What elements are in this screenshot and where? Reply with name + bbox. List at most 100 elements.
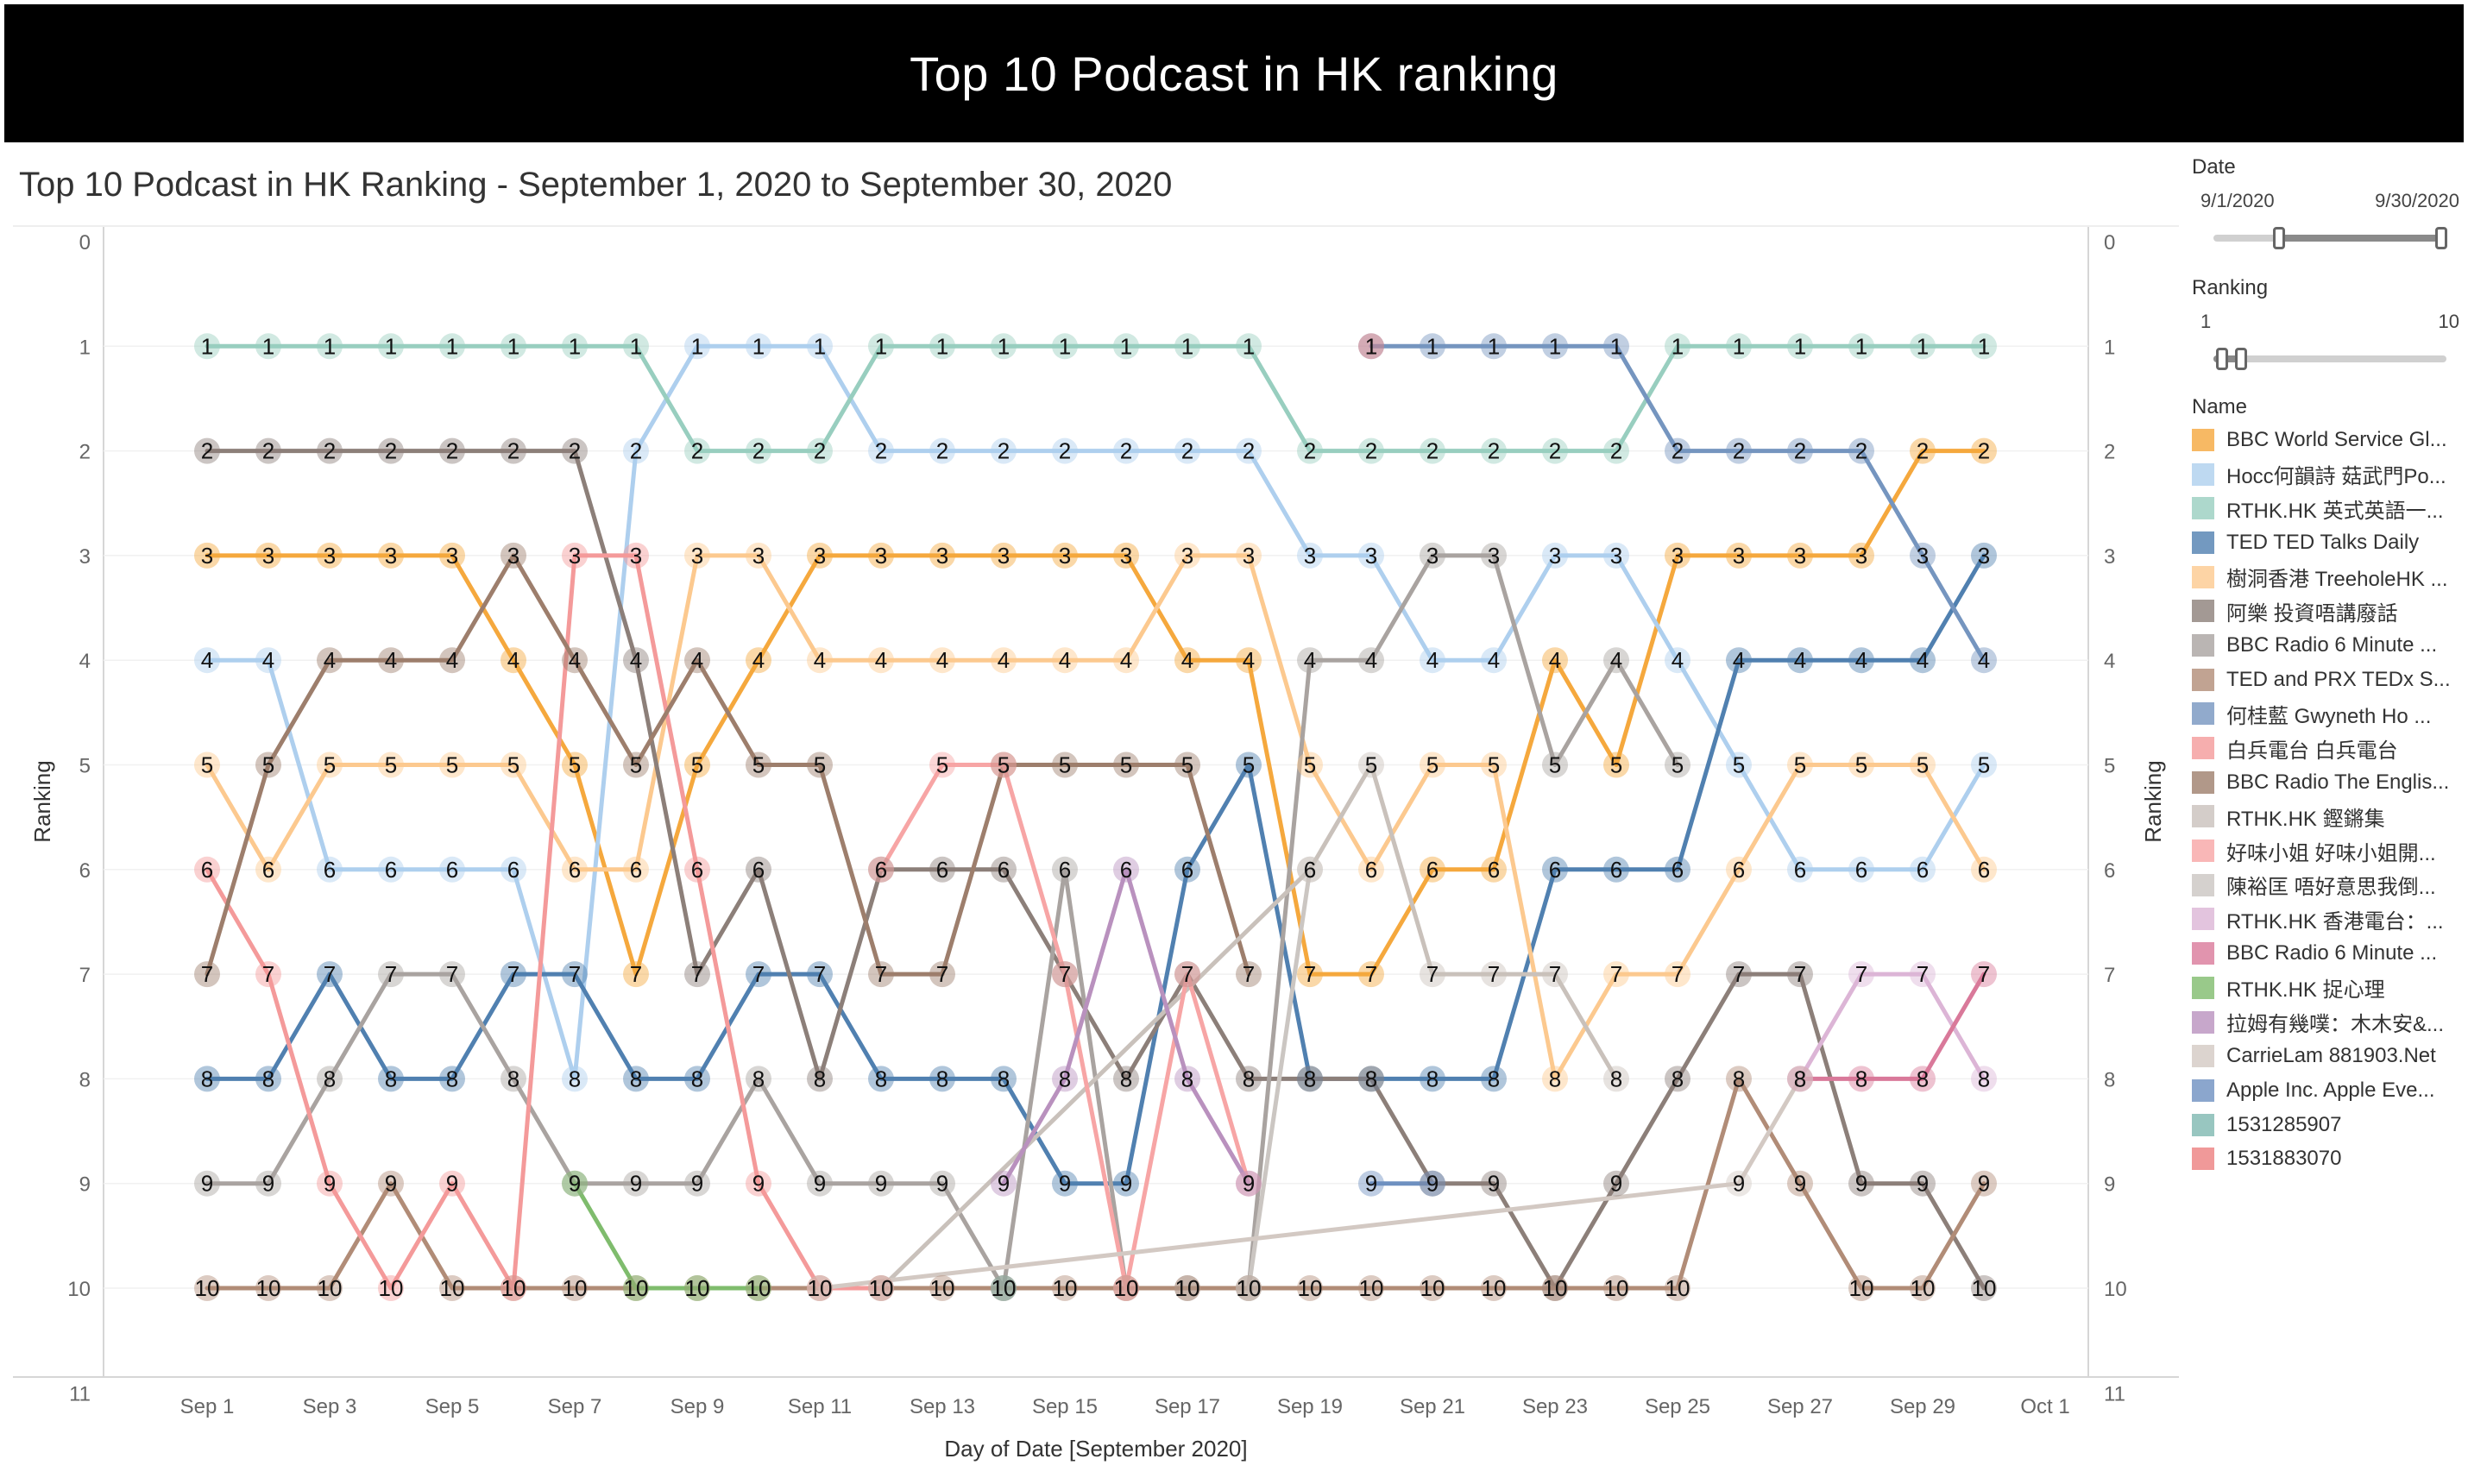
series-4-marker-day-15[interactable] <box>1052 647 1078 674</box>
series-7-marker-day-17[interactable] <box>1174 1275 1200 1301</box>
series-5-marker-day-17[interactable] <box>1174 961 1200 988</box>
series-5-marker-day-9[interactable] <box>684 961 710 988</box>
series-7-marker-day-1[interactable] <box>194 1275 220 1301</box>
series-7-marker-day-15[interactable] <box>1052 1275 1078 1301</box>
series-2-marker-day-26[interactable] <box>1726 333 1752 360</box>
series-0-marker-day-17[interactable] <box>1174 647 1200 674</box>
series-17-marker-day-17[interactable] <box>1174 1066 1200 1092</box>
series-0-marker-day-30[interactable] <box>1971 437 1997 464</box>
series-10-marker-day-6[interactable] <box>501 542 526 569</box>
series-10-marker-day-9[interactable] <box>684 647 710 674</box>
series-2-marker-day-9[interactable] <box>684 437 710 464</box>
series-4-marker-day-11[interactable] <box>807 647 833 674</box>
series-2-marker-day-19[interactable] <box>1297 437 1323 464</box>
series-9-marker-day-2[interactable] <box>255 961 281 988</box>
series-15-marker-day-27[interactable] <box>1787 1066 1813 1092</box>
series-13-marker-day-19[interactable] <box>1297 856 1323 883</box>
series-1-marker-day-15[interactable] <box>1052 437 1078 464</box>
series-2-marker-day-4[interactable] <box>378 333 404 360</box>
series-line-13[interactable] <box>1246 867 1313 1291</box>
date-slider-end-handle[interactable] <box>2435 227 2447 249</box>
series-4-marker-day-16[interactable] <box>1113 647 1139 674</box>
series-1-marker-day-20[interactable] <box>1358 542 1384 569</box>
series-5-marker-day-12[interactable] <box>868 856 894 883</box>
legend-item[interactable]: 好味小姐 好味小姐開... <box>2192 833 2459 868</box>
series-17-marker-day-16[interactable] <box>1113 856 1139 883</box>
series-4-marker-day-26[interactable] <box>1726 856 1752 883</box>
series-1-marker-day-25[interactable] <box>1665 647 1690 674</box>
series-2-marker-day-22[interactable] <box>1481 437 1507 464</box>
series-6-marker-day-6[interactable] <box>501 1066 526 1092</box>
series-0-marker-day-22[interactable] <box>1481 856 1507 883</box>
series-6-marker-day-1[interactable] <box>194 1170 220 1197</box>
series-1-marker-day-14[interactable] <box>991 437 1017 464</box>
series-14-marker-day-30[interactable] <box>1971 1066 1997 1092</box>
series-7-marker-day-23[interactable] <box>1542 1275 1568 1301</box>
series-3-marker-day-27[interactable] <box>1787 647 1813 674</box>
series-6-marker-day-23[interactable] <box>1542 751 1568 778</box>
series-10-marker-day-15[interactable] <box>1052 751 1078 778</box>
series-12-marker-day-13[interactable] <box>929 751 955 778</box>
series-17-marker-day-15[interactable] <box>1052 1066 1078 1092</box>
series-0-marker-day-5[interactable] <box>439 542 465 569</box>
series-7-marker-day-4[interactable] <box>378 1170 404 1197</box>
series-6-marker-day-11[interactable] <box>807 1170 833 1197</box>
series-11-marker-day-19[interactable] <box>1297 856 1323 883</box>
series-1-marker-day-17[interactable] <box>1174 437 1200 464</box>
series-8-marker-day-25[interactable] <box>1665 437 1690 464</box>
series-19-marker-day-20[interactable] <box>1358 1170 1384 1197</box>
series-7-marker-day-21[interactable] <box>1420 1275 1445 1301</box>
series-1-marker-day-30[interactable] <box>1971 751 1997 778</box>
series-1-marker-day-7[interactable] <box>562 1066 588 1092</box>
series-4-marker-day-12[interactable] <box>868 647 894 674</box>
series-0-marker-day-15[interactable] <box>1052 542 1078 569</box>
legend-item[interactable]: BBC World Service Gl... <box>2192 423 2459 457</box>
series-line-2[interactable] <box>205 343 1986 454</box>
series-7-marker-day-28[interactable] <box>1848 1275 1874 1301</box>
series-2-marker-day-16[interactable] <box>1113 333 1139 360</box>
series-11-marker-day-22[interactable] <box>1481 961 1507 988</box>
series-3-marker-day-17[interactable] <box>1174 856 1200 883</box>
ranking-slider-track[interactable] <box>2213 355 2446 362</box>
series-3-marker-day-13[interactable] <box>929 1066 955 1092</box>
series-4-marker-day-14[interactable] <box>991 647 1017 674</box>
series-line-15[interactable] <box>1797 972 1986 1081</box>
series-7-marker-day-7[interactable] <box>562 1275 588 1301</box>
series-5-marker-day-15[interactable] <box>1052 961 1078 988</box>
series-4-marker-day-3[interactable] <box>317 751 343 778</box>
series-1-marker-day-16[interactable] <box>1113 437 1139 464</box>
series-2-marker-day-21[interactable] <box>1420 437 1445 464</box>
series-10-marker-day-14[interactable] <box>991 751 1017 778</box>
series-16-marker-day-8[interactable] <box>623 1275 649 1301</box>
series-3-marker-day-24[interactable] <box>1603 856 1629 883</box>
series-6-marker-day-18[interactable] <box>1236 1275 1262 1301</box>
series-line-3[interactable] <box>205 553 1986 1186</box>
series-3-marker-day-14[interactable] <box>991 1066 1017 1092</box>
series-9-marker-day-1[interactable] <box>194 856 220 883</box>
series-4-marker-day-27[interactable] <box>1787 751 1813 778</box>
series-0-marker-day-1[interactable] <box>194 542 220 569</box>
series-16-marker-day-9[interactable] <box>684 1275 710 1301</box>
series-8-marker-day-23[interactable] <box>1542 333 1568 360</box>
series-4-marker-day-9[interactable] <box>684 542 710 569</box>
series-7-marker-day-10[interactable] <box>746 1275 771 1301</box>
ranking-slider-min-handle[interactable] <box>2216 348 2228 370</box>
series-13-marker-day-18[interactable] <box>1236 1275 1262 1301</box>
series-5-marker-day-7[interactable] <box>562 437 588 464</box>
series-11-marker-day-23[interactable] <box>1542 961 1568 988</box>
series-18-marker-day-26[interactable] <box>1726 1170 1752 1197</box>
series-9-marker-day-8[interactable] <box>623 542 649 569</box>
series-4-marker-day-2[interactable] <box>255 856 281 883</box>
series-5-marker-day-8[interactable] <box>623 647 649 674</box>
series-5-marker-day-25[interactable] <box>1665 1066 1690 1092</box>
series-0-marker-day-25[interactable] <box>1665 542 1690 569</box>
legend-item[interactable]: BBC Radio 6 Minute ... <box>2192 628 2459 663</box>
series-1-marker-day-13[interactable] <box>929 437 955 464</box>
series-9-marker-day-11[interactable] <box>807 1275 833 1301</box>
series-8-marker-day-27[interactable] <box>1787 437 1813 464</box>
series-2-marker-day-14[interactable] <box>991 333 1017 360</box>
series-2-marker-day-11[interactable] <box>807 437 833 464</box>
series-line-9[interactable] <box>205 553 884 1291</box>
series-8-marker-day-24[interactable] <box>1603 333 1629 360</box>
series-5-marker-day-20[interactable] <box>1358 1066 1384 1092</box>
